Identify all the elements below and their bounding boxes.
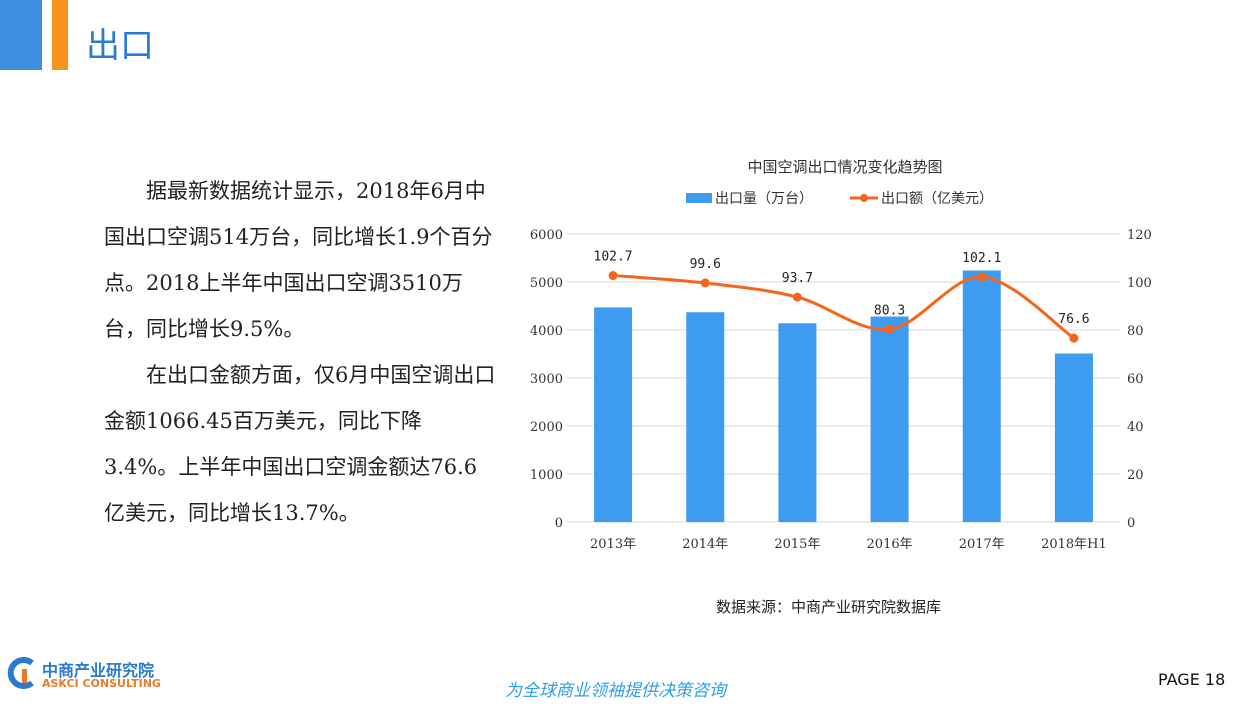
x-tick-label: 2013年 [590, 537, 636, 552]
data-label: 80.3 [874, 303, 905, 318]
x-tick-label: 2018年H1 [1041, 537, 1107, 552]
y-tick-right: 80 [1127, 324, 1144, 339]
data-label: 102.1 [962, 251, 1001, 266]
y-tick-right: 0 [1127, 516, 1135, 531]
data-label: 93.7 [782, 271, 813, 286]
x-tick-label: 2015年 [774, 537, 820, 552]
y-tick-right: 120 [1127, 228, 1152, 243]
legend-bar-swatch [686, 193, 712, 203]
y-tick-left: 3000 [530, 372, 563, 387]
y-tick-left: 2000 [530, 420, 563, 435]
logo-icon [7, 657, 34, 689]
x-tick-label: 2016年 [867, 537, 913, 552]
bar [686, 312, 725, 522]
page-title: 出口 [86, 26, 154, 66]
chart-title: 中国空调出口情况变化趋势图 [747, 158, 942, 176]
y-tick-right: 40 [1127, 420, 1144, 435]
line-point [885, 324, 895, 334]
legend-line-label: 出口额（亿美元） [881, 191, 993, 207]
data-source: 数据来源：中商产业研究院数据库 [716, 598, 942, 616]
y-tick-left: 6000 [530, 228, 563, 243]
series-line [612, 274, 1075, 340]
logo-en: ASKCI CONSULTING [42, 677, 161, 690]
x-tick-label: 2017年 [959, 537, 1005, 552]
body-text: 据最新数据统计显示，2018年6月中国出口空调514万台，同比增长1.9个百分点… [104, 168, 496, 536]
data-label: 76.6 [1058, 312, 1089, 327]
line-point [1069, 333, 1079, 343]
page-number: PAGE 18 [1158, 670, 1226, 689]
bar [962, 270, 1001, 522]
y-tick-left: 0 [555, 516, 563, 531]
legend-bar-label: 出口量（万台） [715, 191, 813, 207]
legend-line-marker [860, 194, 868, 202]
data-label: 102.7 [594, 250, 633, 265]
y-tick-right: 20 [1127, 468, 1144, 483]
company-logo: 中商产业研究院 ASKCI CONSULTING [6, 657, 161, 693]
logo-cn: 中商产业研究院 [42, 661, 155, 680]
bar [778, 323, 817, 522]
paragraph: 据最新数据统计显示，2018年6月中国出口空调514万台，同比增长1.9个百分点… [104, 179, 493, 341]
bar [1054, 353, 1093, 522]
header-accent-orange [52, 0, 68, 70]
x-tick-label: 2014年 [682, 537, 728, 552]
line-point [977, 272, 987, 282]
bar [594, 307, 633, 522]
line-point [792, 292, 802, 302]
y-tick-left: 5000 [530, 276, 563, 291]
line-point [700, 278, 710, 288]
y-tick-right: 100 [1127, 276, 1152, 291]
data-label: 99.6 [690, 257, 721, 272]
y-tick-left: 1000 [530, 468, 563, 483]
slogan: 为全球商业领袖提供决策咨询 [505, 681, 726, 701]
y-tick-left: 4000 [530, 324, 563, 339]
y-tick-right: 60 [1127, 372, 1144, 387]
paragraph: 在出口金额方面，仅6月中国空调出口金额1066.45百万美元，同比下降3.4%。… [104, 363, 496, 525]
header-accent-blue [0, 0, 42, 70]
bar [870, 316, 909, 522]
line-point [608, 271, 618, 281]
